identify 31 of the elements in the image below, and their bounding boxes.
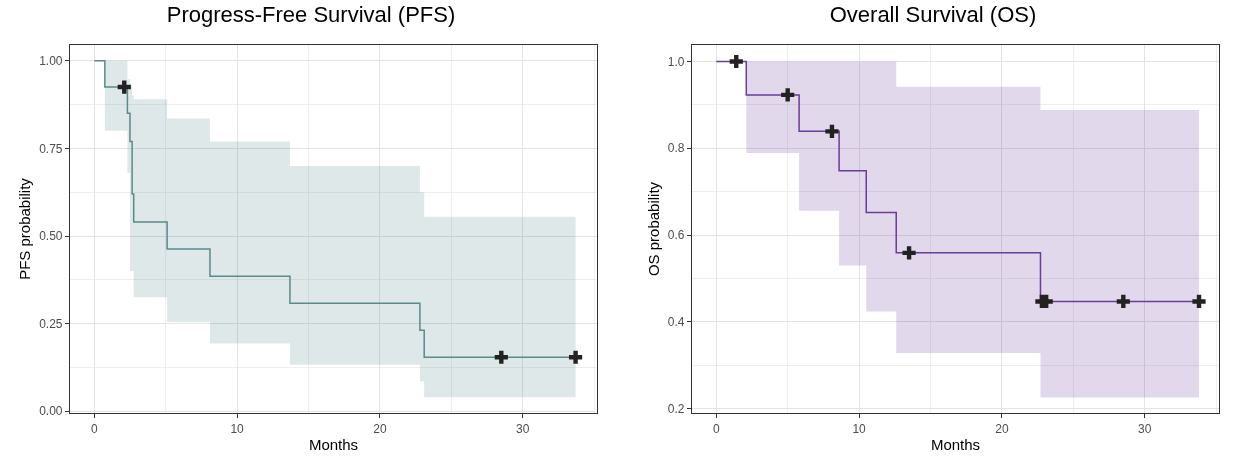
point	[1192, 294, 1206, 309]
x-tick-label: 20	[373, 421, 387, 436]
x-tick-label: 0	[90, 421, 98, 436]
y-tick-label: 0.25	[39, 316, 63, 331]
x-tick-label: 0	[712, 421, 720, 436]
x-tick-label: 10	[852, 421, 867, 436]
y-axis-title: OS probability	[645, 181, 663, 277]
x-tick-label: 30	[516, 421, 530, 436]
y-tick-label: 0.2	[667, 401, 685, 416]
y-tick-label: 0.6	[667, 228, 685, 243]
x-tick-label: 20	[995, 421, 1009, 436]
point	[729, 54, 743, 69]
chart-title: Progress-Free Survival (PFS)	[166, 2, 456, 28]
point	[825, 124, 839, 138]
point	[1039, 294, 1053, 309]
y-tick-label: 1.00	[39, 53, 63, 68]
y-tick-label: 0.00	[39, 404, 63, 419]
point	[902, 246, 916, 260]
y-tick-label: 0.50	[39, 229, 63, 244]
y-tick-label: 0.75	[39, 141, 63, 156]
y-tick-label: 0.4	[667, 315, 685, 330]
x-tick-label: 10	[230, 421, 245, 436]
point	[781, 88, 795, 102]
x-axis-title: Months	[308, 435, 359, 453]
point	[1116, 294, 1130, 309]
x-tick-label: 30	[1138, 421, 1152, 436]
chart-title: Overall Survival (OS)	[829, 2, 1037, 28]
y-tick-label: 0.8	[667, 141, 685, 156]
y-axis-title: PFS probability	[16, 177, 34, 280]
x-axis-title: Months	[930, 435, 981, 453]
y-tick-label: 1.0	[667, 54, 685, 69]
